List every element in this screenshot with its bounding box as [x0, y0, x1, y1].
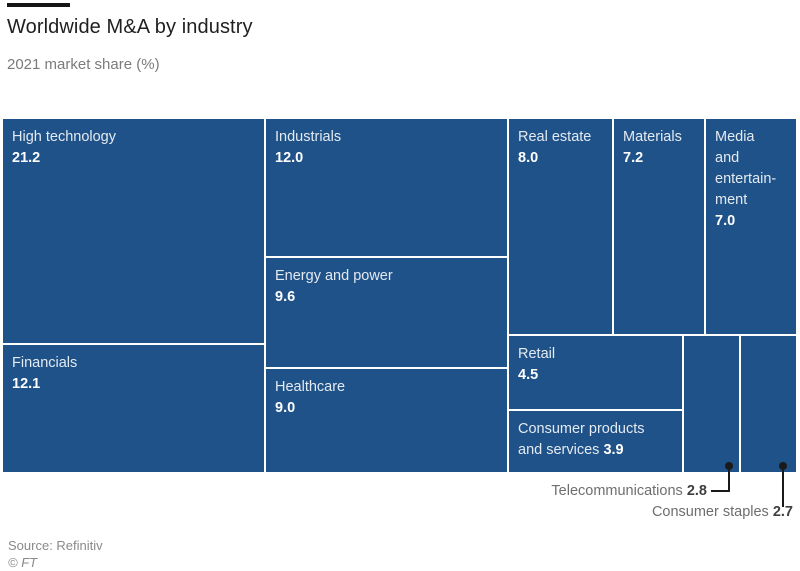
ft-credit: © FT: [8, 555, 38, 570]
tile-label: High technology 21.2: [3, 119, 264, 177]
tile-consumer-products-and-services: Consumer products and services 3.9: [508, 410, 683, 473]
tile-label: Real estate 8.0: [509, 119, 612, 177]
tile-financials: Financials 12.1: [2, 344, 265, 473]
tile-value: 3.9: [603, 442, 624, 458]
staples-label-value: 2.7: [772, 504, 793, 520]
chart-title: Worldwide M&A by industry: [7, 16, 253, 38]
tile-consumer-staples: [740, 335, 797, 473]
tile-value: 21.2: [12, 150, 41, 166]
tile-media-and-entertainment: Media and entertain- ment 7.0: [705, 118, 797, 335]
tile-label: Energy and power 9.6: [266, 258, 507, 316]
tile-retail: Retail 4.5: [508, 335, 683, 410]
tile-value: 7.2: [623, 150, 644, 166]
tile-name: Energy and power: [275, 268, 393, 284]
tile-name: Industrials: [275, 129, 342, 145]
tile-value: 7.0: [715, 213, 736, 229]
tile-name: Real estate: [518, 129, 592, 145]
tile-label: Industrials 12.0: [266, 119, 507, 177]
telecom-label-text: Telecommunications: [551, 483, 683, 499]
staples-callout-label: Consumer staples 2.7: [652, 504, 793, 520]
telecom-callout-line-horizontal: [711, 490, 729, 492]
staples-callout-line-vertical: [782, 466, 784, 507]
tile-name: Media and entertain- ment: [715, 129, 777, 208]
tile-name: High technology: [12, 129, 116, 145]
tile-label: Retail 4.5: [509, 336, 682, 394]
tile-value: 12.0: [275, 150, 304, 166]
telecom-callout-label: Telecommunications 2.8: [551, 483, 707, 499]
chart-subtitle: 2021 market share (%): [7, 56, 160, 73]
tile-name: Healthcare: [275, 379, 346, 395]
tile-value: 9.6: [275, 289, 296, 305]
tile-name: Materials: [623, 129, 682, 145]
tile-label: Healthcare 9.0: [266, 369, 507, 427]
tile-name: Consumer products and services: [518, 421, 645, 458]
tile-value: 9.0: [275, 400, 296, 416]
tile-telecommunications: [683, 335, 740, 473]
source-note: Source: Refinitiv: [8, 538, 103, 553]
tile-value: 8.0: [518, 150, 539, 166]
tile-industrials: Industrials 12.0: [265, 118, 508, 257]
tile-materials: Materials 7.2: [613, 118, 705, 335]
tile-name: Financials: [12, 355, 78, 371]
ft-top-rule: [7, 3, 70, 7]
telecom-label-value: 2.8: [686, 483, 707, 499]
tile-label: Financials 12.1: [3, 345, 264, 403]
tile-high-technology: High technology 21.2: [2, 118, 265, 344]
staples-label-text: Consumer staples: [651, 504, 769, 520]
tile-name: Retail: [518, 346, 556, 362]
tile-healthcare: Healthcare 9.0: [265, 368, 508, 473]
tile-real-estate: Real estate 8.0: [508, 118, 613, 335]
tile-energy-and-power: Energy and power 9.6: [265, 257, 508, 368]
treemap: High technology 21.2 Financials 12.1 Industr…: [2, 118, 797, 473]
tile-label: Media and entertain- ment 7.0: [706, 119, 796, 240]
tile-label: Materials 7.2: [614, 119, 704, 177]
telecom-callout-line-vertical: [728, 466, 730, 492]
tile-value: 4.5: [518, 367, 539, 383]
tile-value: 12.1: [12, 376, 41, 392]
tile-label: Consumer products and services 3.9: [509, 411, 682, 469]
